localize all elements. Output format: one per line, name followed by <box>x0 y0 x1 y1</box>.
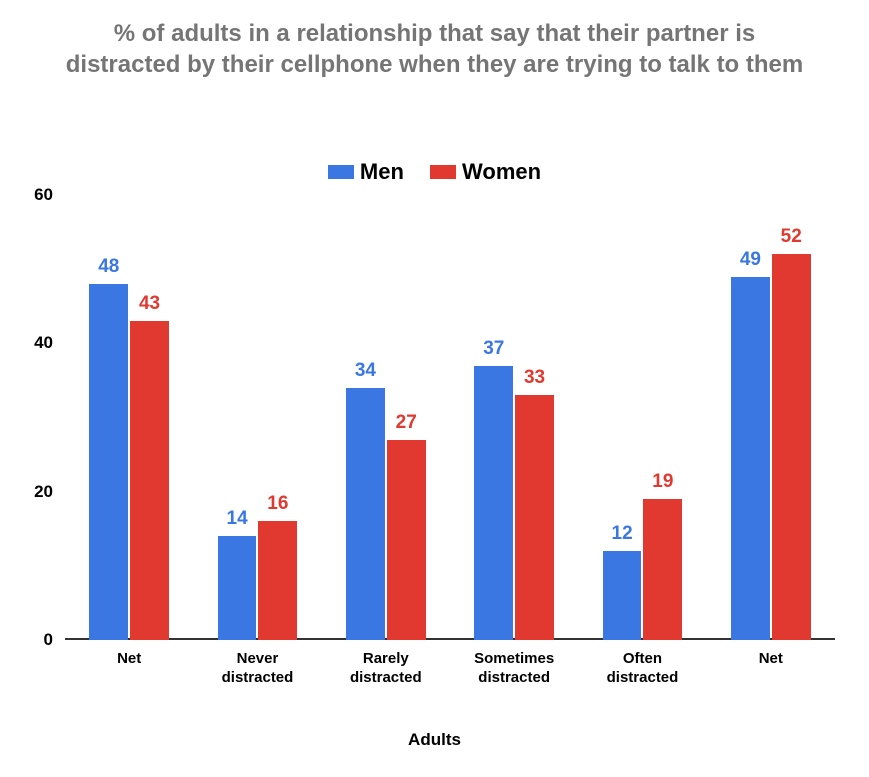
bar-value-women: 16 <box>258 493 297 515</box>
bar-women: 27 <box>387 440 426 640</box>
bar-women: 43 <box>130 321 169 640</box>
x-tick-label: Net <box>716 650 826 669</box>
bar-value-women: 52 <box>772 226 811 248</box>
bar-women: 16 <box>258 521 297 640</box>
chart-container: % of adults in a relationship that say t… <box>0 0 869 777</box>
bar-women: 33 <box>515 395 554 640</box>
legend-item-women: Women <box>430 158 541 185</box>
bar-men: 34 <box>346 388 385 640</box>
bar-women: 52 <box>772 254 811 640</box>
x-tick-label: Sometimes distracted <box>459 650 569 688</box>
bar-women: 19 <box>643 499 682 640</box>
legend: Men Women <box>0 158 869 185</box>
legend-swatch-women <box>430 165 456 179</box>
bar-men: 49 <box>731 277 770 640</box>
legend-swatch-men <box>328 165 354 179</box>
y-tick-label: 20 <box>34 482 53 502</box>
x-tick-label: Net <box>74 650 184 669</box>
y-tick-label: 60 <box>34 185 53 205</box>
bar-value-men: 14 <box>218 508 257 530</box>
y-tick-label: 0 <box>44 630 53 650</box>
category-group: 1416Never distracted <box>193 195 321 640</box>
x-tick-label: Never distracted <box>202 650 312 688</box>
x-tick-label: Often distracted <box>587 650 697 688</box>
bar-value-men: 49 <box>731 249 770 271</box>
plot-area: 02040604843Net1416Never distracted3427Ra… <box>65 195 835 640</box>
category-group: 1219Often distracted <box>578 195 706 640</box>
chart-title: % of adults in a relationship that say t… <box>60 18 809 80</box>
bar-value-men: 12 <box>603 523 642 545</box>
category-group: 3427Rarely distracted <box>322 195 450 640</box>
x-tick-label: Rarely distracted <box>331 650 441 688</box>
bar-value-women: 19 <box>643 471 682 493</box>
bar-value-women: 43 <box>130 293 169 315</box>
bar-men: 48 <box>89 284 128 640</box>
category-group: 4952Net <box>707 195 835 640</box>
bar-value-women: 33 <box>515 367 554 389</box>
bar-men: 12 <box>603 551 642 640</box>
x-axis-title: Adults <box>0 730 869 750</box>
bar-value-women: 27 <box>387 412 426 434</box>
category-group: 3733Sometimes distracted <box>450 195 578 640</box>
bar-value-men: 48 <box>89 256 128 278</box>
bar-value-men: 37 <box>474 338 513 360</box>
bar-value-men: 34 <box>346 360 385 382</box>
y-tick-label: 40 <box>34 333 53 353</box>
legend-label-men: Men <box>360 159 404 184</box>
bar-men: 37 <box>474 366 513 640</box>
legend-item-men: Men <box>328 158 404 185</box>
category-group: 4843Net <box>65 195 193 640</box>
legend-label-women: Women <box>462 159 541 184</box>
bar-men: 14 <box>218 536 257 640</box>
